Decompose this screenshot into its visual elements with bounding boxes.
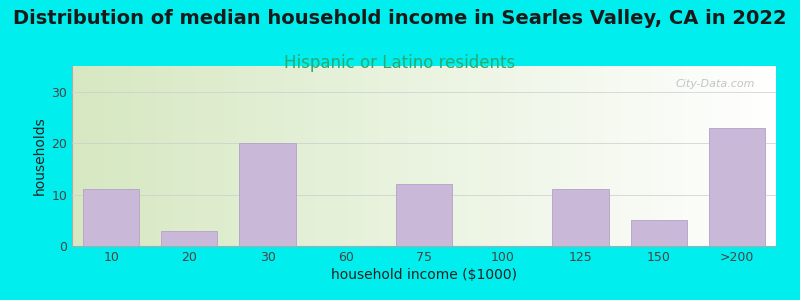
Text: City-Data.com: City-Data.com [675, 79, 755, 88]
Bar [239, 143, 296, 246]
Bar [709, 128, 765, 246]
Bar [396, 184, 452, 246]
Bar [552, 189, 609, 246]
Text: Hispanic or Latino residents: Hispanic or Latino residents [284, 54, 516, 72]
Bar [83, 189, 139, 246]
X-axis label: household income ($1000): household income ($1000) [331, 268, 517, 282]
Bar [630, 220, 687, 246]
Bar [161, 231, 218, 246]
Y-axis label: households: households [33, 117, 47, 195]
Text: Distribution of median household income in Searles Valley, CA in 2022: Distribution of median household income … [13, 9, 787, 28]
